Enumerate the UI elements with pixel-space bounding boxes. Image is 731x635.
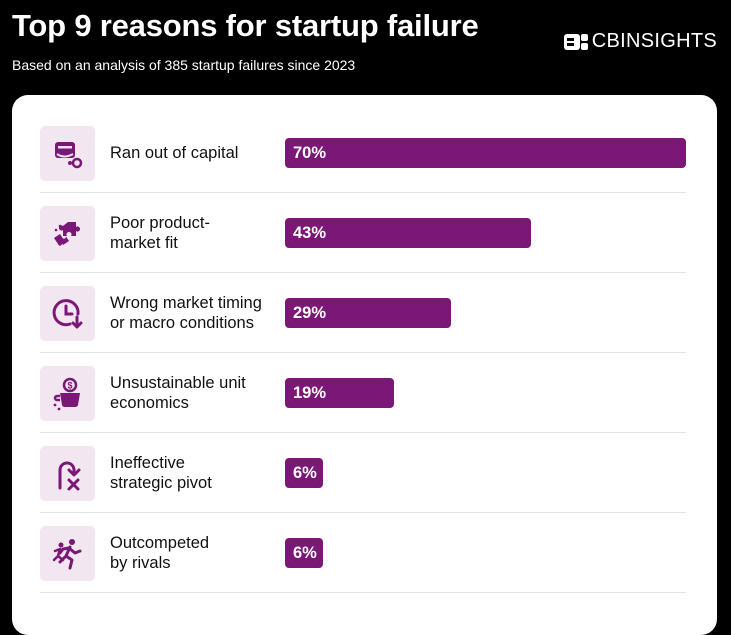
bar: 70% — [285, 138, 686, 168]
bar: 19% — [285, 378, 394, 408]
chart-card: Ran out of capital 70% Poor product- marke… — [12, 95, 717, 635]
bar-track: 19% — [285, 378, 686, 408]
data-label: 43% — [293, 223, 327, 242]
puzzle-icon — [40, 206, 95, 261]
category-label: Wrong market timing or macro conditions — [110, 294, 262, 332]
bar-track: 6% — [285, 538, 686, 568]
data-label: 70% — [293, 143, 327, 162]
row-divider — [40, 192, 686, 193]
chart-row: Poor product- market fit 43% — [40, 193, 686, 273]
bar-track: 6% — [285, 458, 686, 488]
clock-icon — [40, 286, 95, 341]
data-label: 19% — [293, 383, 327, 402]
row-divider — [40, 592, 686, 593]
bar: 6% — [285, 538, 323, 568]
chart-row: Ran out of capital 70% — [40, 113, 686, 193]
data-label: 6% — [293, 463, 317, 482]
brand-mark-icon — [563, 33, 588, 50]
runners-icon — [40, 526, 95, 581]
money-bag-icon — [40, 366, 95, 421]
bar: 6% — [285, 458, 323, 488]
category-label: Ran out of capital — [110, 144, 239, 162]
category-label: Ineffective strategic pivot — [110, 454, 212, 492]
bar-track: 29% — [285, 298, 686, 328]
page-subtitle: Based on an analysis of 385 startup fail… — [12, 57, 356, 73]
bar: 29% — [285, 298, 451, 328]
row-divider — [40, 512, 686, 513]
chart-row: Outcompeted by rivals 6% — [40, 513, 686, 593]
category-label: Poor product- market fit — [110, 214, 210, 252]
category-label: Unsustainable unit economics — [110, 374, 246, 412]
chart-row: Ineffective strategic pivot 6% — [40, 433, 686, 513]
row-divider — [40, 272, 686, 273]
row-divider — [40, 352, 686, 353]
category-label: Outcompeted by rivals — [110, 534, 210, 572]
row-divider — [40, 432, 686, 433]
bar-track: 43% — [285, 218, 686, 248]
brand-logo: CBINSIGHTS — [563, 30, 717, 53]
bar-track: 70% — [285, 138, 686, 168]
page-title: Top 9 reasons for startup failure — [12, 8, 479, 43]
data-label: 6% — [293, 543, 317, 562]
chart-row: Unsustainable unit economics 19% — [40, 353, 686, 433]
pivot-icon — [40, 446, 95, 501]
chart-row: Wrong market timing or macro conditions 2… — [40, 273, 686, 353]
brand-text: CBINSIGHTS — [591, 30, 717, 52]
wallet-icon — [40, 126, 95, 181]
bar: 43% — [285, 218, 531, 248]
data-label: 29% — [293, 303, 327, 322]
